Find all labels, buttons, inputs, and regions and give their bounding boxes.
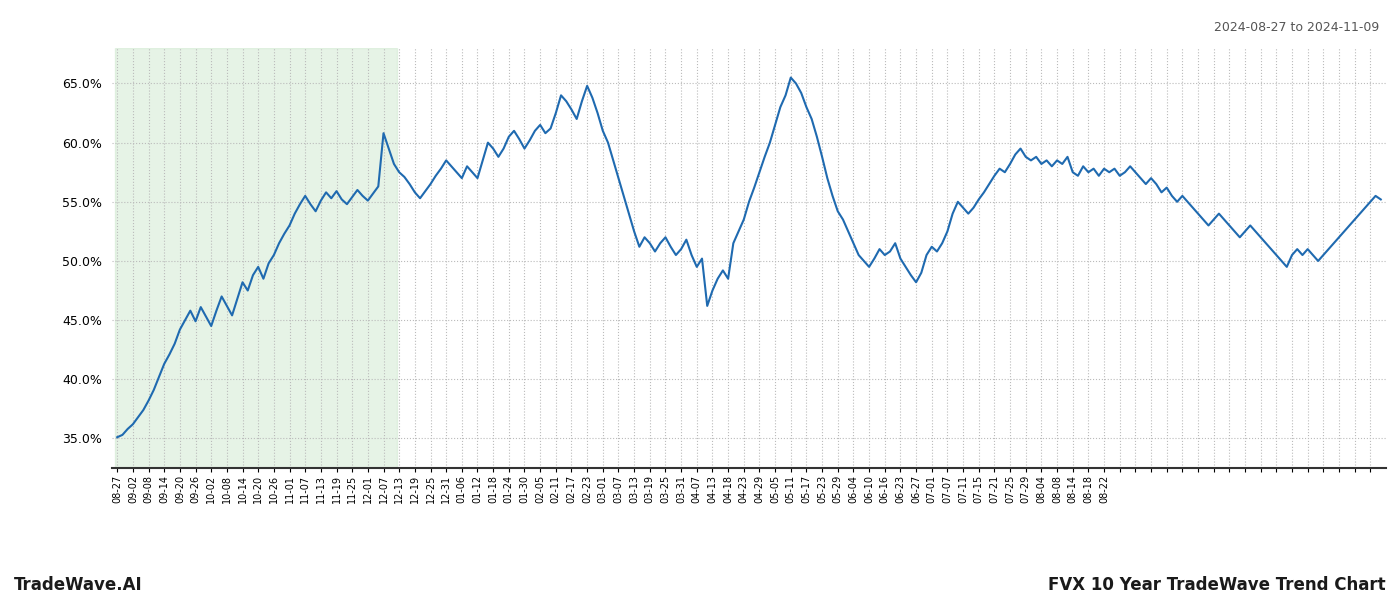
Text: 2024-08-27 to 2024-11-09: 2024-08-27 to 2024-11-09 xyxy=(1214,21,1379,34)
Text: FVX 10 Year TradeWave Trend Chart: FVX 10 Year TradeWave Trend Chart xyxy=(1049,576,1386,594)
Text: TradeWave.AI: TradeWave.AI xyxy=(14,576,143,594)
Bar xyxy=(115,48,396,468)
